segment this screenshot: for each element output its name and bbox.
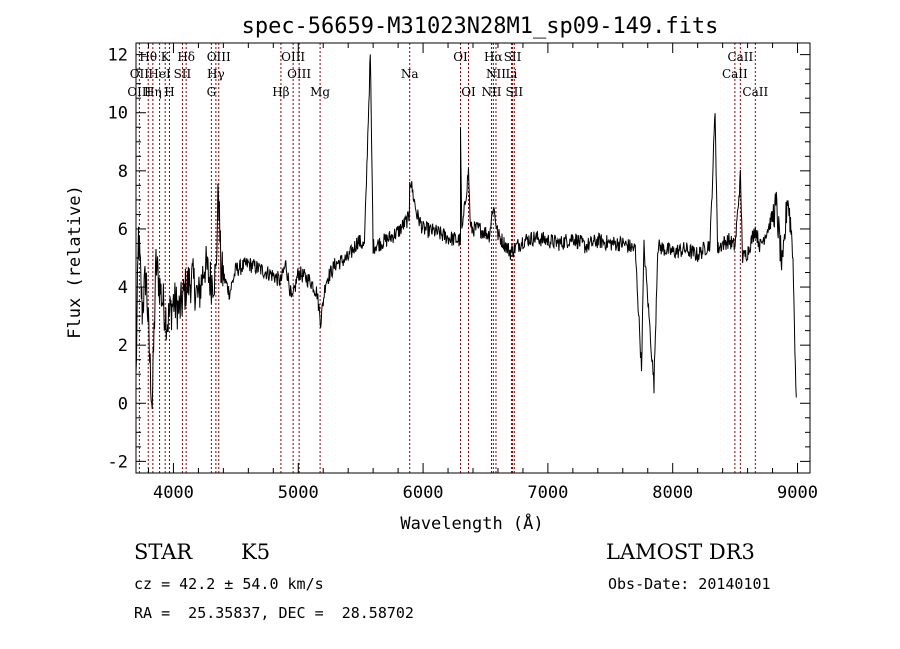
emission-line-label: OI — [461, 85, 476, 99]
emission-line-label: SII — [174, 67, 192, 81]
y-tick-label: 4 — [118, 278, 128, 298]
observation-date: Obs-Date: 20140101 — [608, 575, 771, 593]
survey-name: LAMOST DR3 — [606, 540, 755, 564]
emission-line-label: Li — [506, 67, 518, 81]
emission-line-label: OIII — [287, 67, 311, 81]
emission-line-label: Hγ — [207, 67, 225, 81]
emission-line-label: H — [164, 85, 174, 99]
y-axis-ticks: -2 0 2 4 6 8 10 12 — [108, 46, 810, 472]
emission-line-label: Hδ — [177, 50, 195, 64]
emission-line-label: SII — [504, 50, 522, 64]
x-tick-label: 6000 — [403, 483, 444, 503]
x-axis-ticks: 4000 5000 6000 7000 8000 9000 — [147, 43, 818, 503]
emission-line-label: CaII — [742, 85, 768, 99]
y-axis-label: Flux (relative) — [65, 185, 85, 339]
object-subclass: K5 — [241, 540, 271, 564]
coordinates: RA = 25.35837, DEC = 28.58702 — [134, 604, 414, 622]
emission-line-label: Hα — [484, 50, 503, 64]
emission-line-label: NII — [486, 67, 506, 81]
plot-frame — [135, 42, 811, 474]
y-tick-label: 6 — [118, 220, 128, 240]
x-tick-label: 9000 — [777, 483, 818, 503]
emission-line-label: Mg — [310, 85, 330, 99]
y-tick-label: -2 — [108, 452, 128, 472]
emission-line-label: OIII — [127, 85, 151, 99]
emission-line-label: CaII — [727, 50, 753, 64]
object-class: STAR — [134, 540, 193, 564]
chart-title: spec-56659-M31023N28M1_sp09-149.fits — [242, 14, 719, 39]
emission-line-label: K — [161, 50, 171, 64]
x-tick-label: 4000 — [153, 483, 194, 503]
emission-line-label: HeI — [148, 67, 171, 81]
emission-line-label: Hη — [144, 85, 162, 99]
emission-line-label: Hβ — [272, 85, 289, 99]
y-tick-label: 12 — [108, 46, 128, 66]
emission-line-label: OII — [130, 67, 150, 81]
y-tick-label: 8 — [118, 162, 128, 182]
x-tick-label: 8000 — [652, 483, 693, 503]
emission-line-label: OIII — [207, 50, 231, 64]
x-axis-label: Wavelength (Å) — [400, 512, 543, 534]
x-tick-label: 5000 — [278, 483, 319, 503]
emission-line-label: OIII — [281, 50, 305, 64]
spectrum-line — [135, 54, 797, 410]
y-tick-label: 0 — [118, 394, 128, 414]
emission-line-label: G — [207, 85, 217, 99]
y-tick-label: 10 — [108, 104, 128, 124]
emission-line-label: Na — [401, 67, 419, 81]
emission-line-label: OI — [453, 50, 468, 64]
emission-line-label: SII — [505, 85, 523, 99]
y-tick-label: 2 — [118, 336, 128, 356]
emission-line-label: NII — [481, 85, 501, 99]
x-tick-label: 7000 — [527, 483, 568, 503]
emission-line-markers — [138, 43, 756, 473]
emission-line-label: Hθ — [139, 50, 157, 64]
emission-line-label: CaII — [722, 67, 748, 81]
redshift-readout: cz = 42.2 ± 54.0 km/s — [134, 575, 324, 593]
